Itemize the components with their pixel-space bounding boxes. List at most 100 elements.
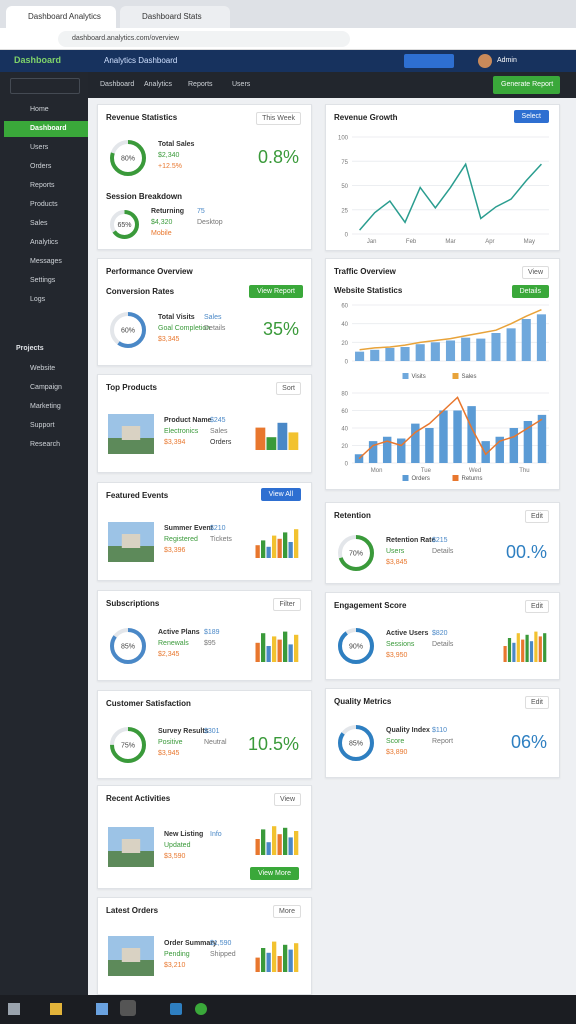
chart-button[interactable]: Details (511, 285, 549, 298)
sidebar-project[interactable]: Campaign (30, 384, 62, 391)
card-control[interactable]: View (521, 266, 549, 279)
mini-bar (294, 943, 299, 972)
sidebar-project[interactable]: Research (30, 441, 60, 448)
y-tick-label: 40 (341, 427, 348, 433)
row-stat: +12.5% (158, 163, 182, 170)
card-row: 85% Quality Index Score $3,890 $110 Report 06% (326, 713, 561, 775)
card-button[interactable]: Select (513, 110, 549, 123)
donut-arc (338, 725, 374, 761)
taskbar-icon[interactable] (50, 1003, 62, 1015)
card: Featured Events View All Summer Event Regis… (97, 482, 312, 581)
bar (439, 410, 448, 463)
donut-arc (110, 210, 139, 239)
taskbar-icon[interactable] (195, 1003, 207, 1015)
card: Revenue Statistics This Week 80% Total Sale… (97, 104, 312, 250)
card-row: 85% Active Plans Renewals $2,345 $189 $95 (98, 615, 313, 678)
big-value: 0.8% (257, 146, 299, 167)
card-control[interactable]: More (273, 905, 301, 918)
sidebar-search[interactable] (10, 78, 80, 94)
y-tick-label: 20 (341, 444, 348, 450)
address-bar[interactable]: dashboard.analytics.com/overview (58, 31, 350, 47)
card-control[interactable]: Edit (524, 696, 549, 709)
row-stat: Updated (164, 841, 191, 849)
nav-item[interactable]: Reports (188, 81, 213, 88)
row-stat: $189 (204, 629, 220, 636)
sidebar-item[interactable]: Products (30, 201, 58, 208)
sidebar-project[interactable]: Website (30, 365, 56, 372)
nav-item[interactable]: Analytics (144, 81, 173, 88)
sidebar-item[interactable]: Messages (30, 258, 62, 265)
row-button[interactable]: View More (250, 867, 299, 880)
taskbar (0, 995, 576, 1024)
taskbar-icon[interactable] (96, 1003, 108, 1015)
row-stat: Active Plans (158, 629, 200, 636)
bar (481, 441, 490, 463)
mini-bar (503, 646, 507, 662)
chart-title: Website Statistics (334, 286, 403, 295)
mini-bar (288, 837, 293, 855)
card-control[interactable]: This Week (256, 112, 301, 125)
big-value: 06% (510, 732, 547, 752)
row-stat: Total Visits (158, 313, 195, 321)
card-control[interactable]: Edit (524, 600, 549, 613)
row-stat: $95 (204, 640, 216, 647)
legend-label: Returns (462, 476, 483, 482)
browser-tab[interactable]: Dashboard Stats (120, 6, 230, 28)
mini-bar (261, 632, 266, 662)
sidebar-item[interactable]: Reports (30, 182, 55, 189)
bar (491, 333, 501, 361)
taskbar-icon[interactable] (170, 1003, 182, 1015)
sidebar-item[interactable]: Logs (30, 296, 46, 303)
start-icon[interactable] (8, 1003, 20, 1015)
card-control[interactable]: Sort (276, 382, 301, 395)
card: Revenue Growth Select 0 25 50 75 100 Jan Feb Mar A… (325, 104, 560, 251)
row-stat: Total Sales (158, 141, 195, 148)
bar (521, 319, 531, 361)
card-button[interactable]: View All (260, 488, 301, 501)
row-stat: Sales (204, 313, 222, 321)
card-control[interactable]: View (273, 793, 301, 806)
mini-bar (255, 642, 260, 662)
mini-bar (283, 531, 288, 558)
bar (461, 337, 471, 361)
header-title: Analytics Dashboard (104, 56, 178, 65)
big-value: 35% (262, 319, 299, 339)
sidebar-item[interactable]: Settings (30, 277, 56, 284)
bar (445, 340, 456, 361)
y-tick-label: 60 (341, 304, 348, 310)
card-control[interactable]: Edit (524, 510, 549, 523)
generate-report-button[interactable]: Generate Report (493, 76, 560, 94)
y-tick-label: 0 (345, 233, 349, 239)
avatar[interactable] (478, 54, 492, 68)
mini-bar (294, 528, 299, 558)
sidebar-item[interactable]: Orders (30, 163, 52, 170)
card-title: Quality Metrics (334, 697, 392, 706)
sidebar-project[interactable]: Marketing (30, 403, 61, 410)
chart: Website Statistics 0 20 40 60 Visits Sales (334, 286, 549, 380)
nav-item[interactable]: Users (232, 81, 251, 88)
sidebar-item[interactable]: Users (30, 144, 49, 151)
y-tick-label: 60 (341, 409, 348, 415)
donut-arc (110, 726, 146, 763)
mini-bars (255, 631, 299, 662)
big-value: 10.5% (247, 733, 299, 754)
header-search[interactable] (404, 54, 454, 68)
sidebar-item[interactable]: Home (30, 106, 49, 113)
bar (368, 441, 378, 463)
taskbar-icon[interactable] (120, 1000, 136, 1016)
sidebar-project[interactable]: Support (30, 422, 55, 429)
browser-tab[interactable]: Dashboard Analytics (6, 6, 116, 28)
sidebar-item[interactable]: Analytics (30, 239, 59, 246)
row-visual: 85% (110, 627, 146, 664)
row-button[interactable]: View Report (248, 285, 303, 298)
card-control[interactable]: Filter (273, 598, 301, 611)
bar (397, 438, 406, 463)
sidebar-item[interactable]: Sales (30, 220, 48, 227)
card-title: Featured Events (106, 491, 169, 500)
mini-bar (272, 941, 277, 972)
mini-bar (255, 427, 266, 450)
user-name[interactable]: Admin (497, 57, 517, 64)
nav-item[interactable]: Dashboard (100, 81, 135, 88)
row-title: Conversion Rates (106, 287, 175, 296)
sidebar-item[interactable]: Dashboard (4, 121, 88, 137)
